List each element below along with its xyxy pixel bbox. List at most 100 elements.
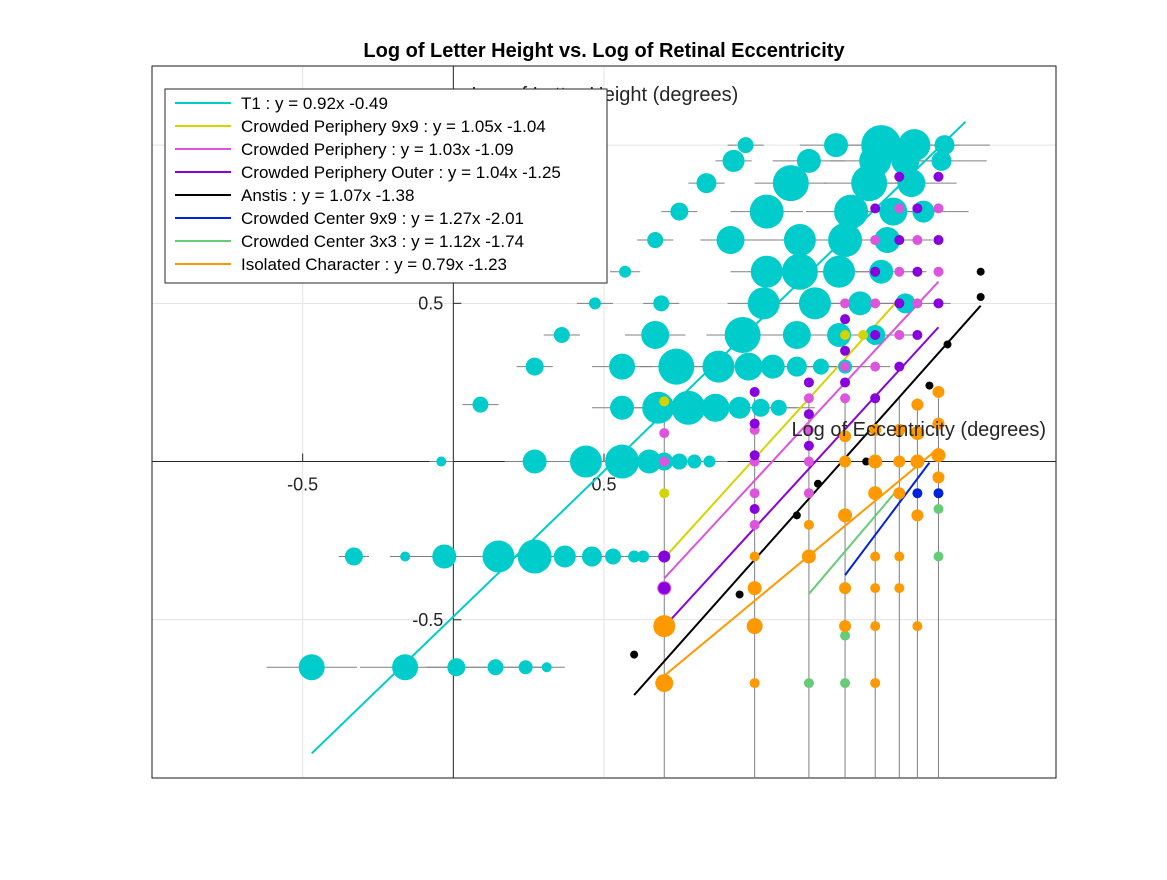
data-point [840, 314, 851, 325]
data-point [671, 390, 706, 425]
data-point [798, 287, 831, 320]
x-axis-label: Log of Eccentricity (degrees) [791, 419, 1046, 441]
legend: T1 : y = 0.92x -0.49 Crowded Periphery 9x… [164, 88, 608, 284]
data-point [976, 267, 985, 276]
data-point [803, 393, 814, 404]
data-point [659, 456, 670, 467]
data-point [728, 396, 751, 419]
legend-label: Crowded Center 3x3 : y = 1.12x -1.74 [241, 232, 524, 251]
data-point [803, 424, 814, 435]
data-point [803, 377, 814, 388]
y-tick-label: -0.5 [412, 610, 443, 630]
data-point [870, 266, 881, 277]
data-point [932, 417, 945, 430]
data-point [912, 266, 923, 277]
data-point [840, 345, 851, 356]
y-tick-label: 0.5 [418, 293, 443, 313]
data-point [933, 203, 944, 214]
data-point [781, 253, 818, 290]
data-point [834, 194, 869, 229]
data-point [869, 259, 894, 284]
data-point [641, 320, 670, 349]
data-point [782, 320, 811, 349]
data-point [436, 456, 447, 467]
data-point [840, 678, 851, 689]
data-point [911, 398, 924, 411]
data-point [770, 399, 787, 416]
data-point [840, 329, 851, 340]
data-point [870, 551, 881, 562]
data-point [687, 454, 702, 469]
legend-box [164, 88, 608, 284]
data-point [432, 544, 457, 569]
data-point [898, 129, 931, 162]
legend-label: Crowded Periphery Outer : y = 1.04x -1.2… [241, 163, 561, 182]
data-point [912, 203, 923, 214]
data-point [735, 590, 744, 599]
data-point [839, 455, 852, 468]
data-point [696, 173, 717, 194]
data-point [749, 386, 760, 397]
data-point [933, 551, 944, 562]
data-point [472, 396, 489, 413]
data-point [869, 423, 882, 436]
data-point [605, 444, 640, 479]
data-point [894, 235, 905, 246]
data-point [870, 298, 881, 309]
data-point [933, 488, 944, 499]
data-point [840, 298, 851, 309]
data-point [659, 428, 670, 439]
data-point [838, 508, 853, 523]
data-point [870, 329, 881, 340]
data-point [702, 350, 735, 383]
data-point [803, 456, 814, 467]
data-point [659, 488, 670, 499]
data-point [653, 295, 670, 312]
data-point [861, 125, 902, 166]
data-point [749, 488, 760, 499]
data-point [932, 385, 945, 398]
data-point [933, 266, 944, 277]
data-point [803, 678, 814, 689]
data-point [858, 329, 869, 340]
data-point [298, 654, 325, 681]
data-point [870, 583, 881, 594]
data-point [783, 224, 816, 257]
data-point [840, 377, 851, 388]
fit-line [844, 462, 931, 576]
data-point [518, 660, 533, 675]
data-point [751, 398, 770, 417]
legend-label: Isolated Character : y = 0.79x -1.23 [241, 255, 507, 274]
data-point [803, 440, 814, 451]
chart-title: Log of Letter Height vs. Log of Retinal … [363, 40, 845, 62]
data-point [934, 135, 955, 156]
data-point [912, 298, 923, 309]
data-point [912, 488, 923, 499]
data-point [894, 298, 905, 309]
fit-line [663, 326, 940, 628]
data-point [894, 266, 905, 277]
fit-line [663, 281, 940, 580]
data-point [786, 356, 807, 377]
data-point [630, 650, 639, 659]
data-point [747, 581, 762, 596]
data-point [637, 449, 662, 474]
data-point [525, 357, 544, 376]
data-point [933, 235, 944, 246]
data-point [894, 583, 905, 594]
data-point [824, 133, 849, 158]
data-point [840, 630, 851, 641]
data-point [812, 358, 829, 375]
data-point [893, 423, 906, 436]
data-point [749, 519, 760, 530]
data-point [840, 393, 851, 404]
data-point [870, 393, 881, 404]
data-point [642, 391, 675, 424]
data-point [653, 615, 676, 638]
data-point [976, 293, 985, 302]
data-point [553, 545, 576, 568]
data-point [839, 582, 852, 595]
data-point [933, 504, 944, 515]
